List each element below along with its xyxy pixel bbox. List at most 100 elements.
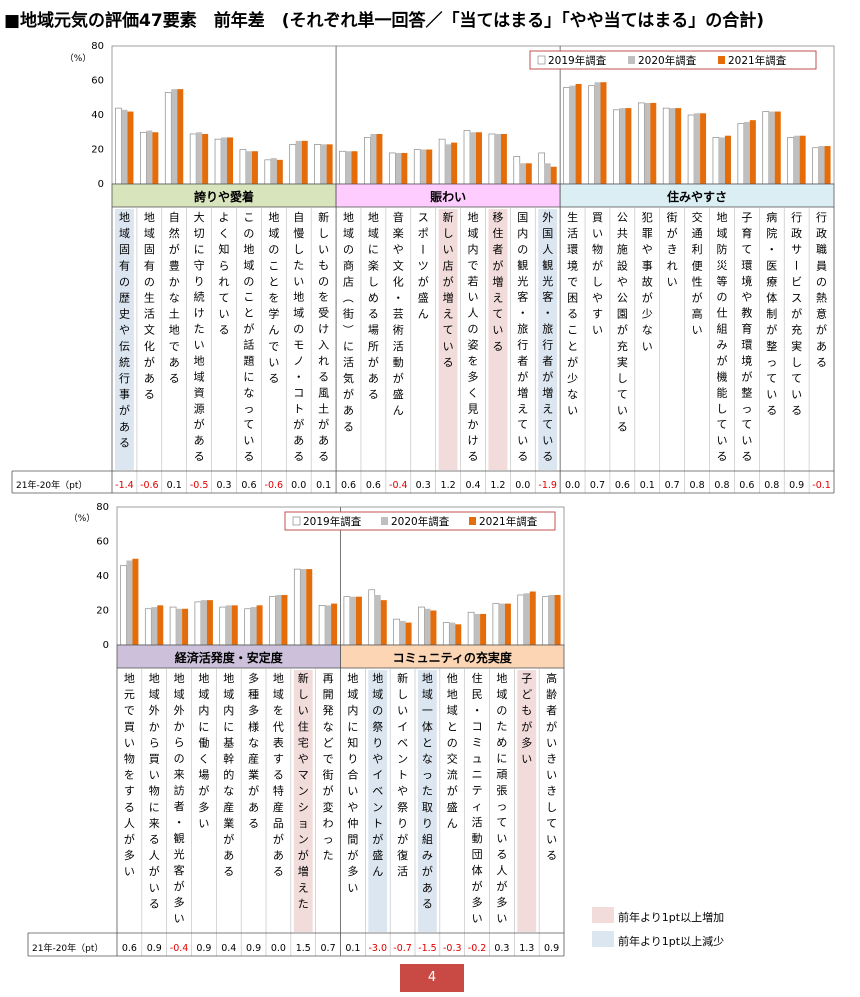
item-label-char: 文 <box>144 323 155 337</box>
y-tick-label: 40 <box>91 110 104 121</box>
diff-value: 0.8 <box>764 480 779 491</box>
item-label-char: 育 <box>741 322 752 336</box>
bar-9-2020年調査 <box>325 605 332 645</box>
diff-value: 0.9 <box>196 943 211 954</box>
item-label-char: て <box>766 372 777 385</box>
item-label-char: 地 <box>273 672 284 685</box>
bar-7-2020年調査 <box>270 158 277 184</box>
item-label-char: て <box>546 817 557 830</box>
item-label-char: 人 <box>542 243 553 256</box>
item-label-char: っ <box>422 769 433 782</box>
item-label-char: 生 <box>144 291 155 305</box>
item-label-char: る <box>248 817 259 830</box>
bar-1-2021年調査 <box>127 111 134 184</box>
item-label-char: い <box>741 434 752 447</box>
item-label-char: 活 <box>343 356 354 369</box>
bar-5-2019年調査 <box>214 138 222 185</box>
bar-13-2019年調査 <box>413 149 421 185</box>
item-label-char: 旅 <box>542 322 553 336</box>
y-tick-label: 80 <box>96 502 109 513</box>
bar-11-2021年調査 <box>380 600 387 645</box>
bar-18-2021年調査 <box>550 166 557 184</box>
chart-2: （%） 0 20 40 60 80 2019年調査 2020年調査 2021年調査経済活発度・安… <box>27 502 565 957</box>
item-label-char: 育 <box>741 226 752 240</box>
item-label-char: 買 <box>149 753 160 766</box>
item-label-char: が <box>542 369 553 383</box>
item-label-char: 共 <box>617 227 628 240</box>
item-label-char: ん <box>393 404 404 417</box>
bar-25-2021年調査 <box>724 135 731 184</box>
diff-value: 0.7 <box>321 943 336 954</box>
item-label-char: が <box>169 242 180 256</box>
item-label-char: り <box>372 736 383 749</box>
bar-17-2019年調査 <box>517 594 525 646</box>
item-label-char: れ <box>219 275 230 288</box>
bar-1-2019年調査 <box>115 107 122 185</box>
item-label-char: 買 <box>592 211 603 224</box>
item-label-char: 境 <box>741 353 752 367</box>
item-label-char: が <box>223 832 234 846</box>
item-label-char: 知 <box>347 735 358 749</box>
bar-8-2019年調査 <box>293 568 301 646</box>
item-label-char: が <box>124 832 135 846</box>
item-label-char: 地 <box>716 211 727 224</box>
item-label-char: 通 <box>692 227 703 240</box>
item-label-char: た <box>298 897 309 910</box>
item-label-char: 流 <box>447 768 458 782</box>
diff-value: 0.8 <box>714 480 729 491</box>
bar-2-2019年調査 <box>144 608 152 646</box>
item-label-char: き <box>546 753 557 766</box>
item-label-char: い <box>347 881 358 894</box>
item-label-char: が <box>692 291 703 305</box>
item-label-char: の <box>468 323 479 336</box>
bar-9-2019年調査 <box>314 144 321 185</box>
item-label-char: 災 <box>716 259 727 272</box>
item-label-char: 行 <box>816 211 827 224</box>
item-label-char: 気 <box>343 371 354 385</box>
item-label-char: 内 <box>223 703 234 717</box>
item-label-char: る <box>318 370 329 383</box>
item-label-char: ビ <box>791 275 802 288</box>
item-label-char: 地 <box>293 291 304 304</box>
item-label-char: や <box>592 292 603 305</box>
item-label-char: が <box>443 274 454 288</box>
item-label-char: 意 <box>816 307 827 321</box>
bar-10-2020年調査 <box>349 596 356 645</box>
item-label-char: 充 <box>791 323 802 337</box>
item-label-char: 域 <box>174 688 185 701</box>
bar-13-2019年調査 <box>418 606 425 646</box>
item-label-char: い <box>174 912 185 925</box>
item-label-char: く <box>198 753 209 766</box>
item-label-char: に <box>343 340 354 353</box>
item-label-char: 域 <box>372 688 383 701</box>
item-label-char: 旅 <box>517 322 528 336</box>
legend-swatch <box>537 55 546 65</box>
item-label-char: や <box>372 753 383 766</box>
diff-value: 0.7 <box>590 480 605 491</box>
y-tick-label: 20 <box>91 145 104 156</box>
item-label-char: あ <box>248 801 259 814</box>
item-label-char: 子 <box>741 211 752 224</box>
item-label-char: 境 <box>567 258 578 272</box>
item-label-char: い <box>517 434 528 447</box>
item-label-char: で <box>468 259 479 272</box>
item-label-char: ら <box>174 736 185 749</box>
item-label-char: あ <box>422 881 433 894</box>
item-label-char: 組 <box>716 323 727 336</box>
diff-value: 0.6 <box>739 480 754 491</box>
bar-12-2021年調査 <box>401 152 408 184</box>
y-tick-label: 40 <box>96 571 109 582</box>
bar-16-2021年調査 <box>504 603 511 645</box>
item-label-char: て <box>443 324 454 337</box>
label-highlight <box>368 670 388 932</box>
item-label-char: 増 <box>443 292 454 305</box>
item-label-char: 境 <box>741 274 752 288</box>
diff-value: 0.9 <box>246 943 261 954</box>
item-label-char: 域 <box>496 688 507 701</box>
bar-28-2021年調査 <box>799 135 806 184</box>
item-label-char: を <box>468 354 479 367</box>
item-label-char: 様 <box>248 719 259 733</box>
item-label-char: が <box>174 879 185 893</box>
item-label-char: い <box>766 388 777 401</box>
item-label-char: 客 <box>174 863 185 877</box>
